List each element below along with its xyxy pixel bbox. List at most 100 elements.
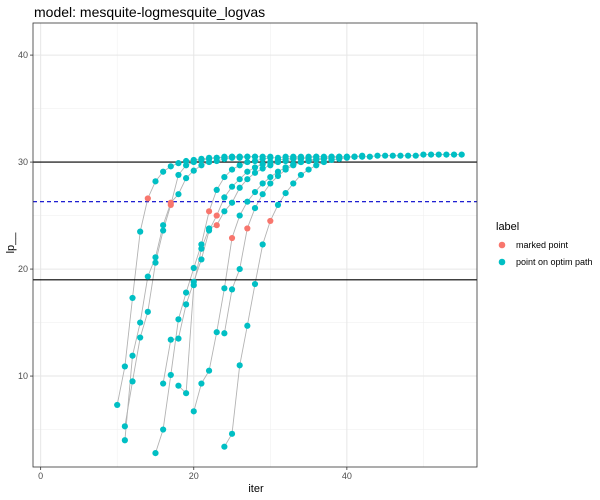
marked-point bbox=[267, 217, 274, 225]
x-tick-label: 0 bbox=[38, 471, 43, 481]
optim-path-point bbox=[374, 152, 381, 159]
y-tick-label: 10 bbox=[18, 371, 28, 381]
optim-path-point bbox=[175, 316, 182, 323]
optim-path-point bbox=[121, 363, 128, 370]
optim-path-point bbox=[405, 152, 412, 159]
optim-path-point bbox=[359, 152, 366, 159]
optim-path-point bbox=[274, 158, 282, 166]
optim-path-point bbox=[244, 322, 251, 329]
x-axis: 0 20 40 bbox=[38, 467, 352, 481]
optim-path-point bbox=[259, 241, 266, 248]
optim-path-point bbox=[175, 171, 182, 179]
optim-path-point bbox=[320, 154, 327, 161]
marked-point bbox=[167, 199, 174, 206]
optim-path-point bbox=[259, 191, 266, 198]
optim-path-point bbox=[244, 168, 251, 175]
optim-path-point bbox=[183, 390, 190, 397]
optim-path-point bbox=[259, 165, 266, 172]
optim-path-point bbox=[175, 160, 182, 167]
optim-path-point bbox=[167, 336, 174, 343]
optim-path-point bbox=[236, 184, 243, 191]
optim-path-point bbox=[420, 151, 427, 158]
data-points bbox=[114, 151, 465, 457]
optim-path-point bbox=[152, 178, 159, 185]
optim-path-point bbox=[183, 301, 190, 308]
optim-path-point bbox=[236, 212, 243, 219]
optim-path-point bbox=[137, 228, 144, 235]
optim-path-point bbox=[190, 167, 197, 174]
optim-path-point bbox=[274, 172, 282, 180]
optim-path-point bbox=[183, 175, 190, 182]
optim-path-point bbox=[160, 380, 167, 387]
optim-path-point bbox=[450, 151, 458, 158]
optim-path-point bbox=[175, 191, 182, 198]
optim-path-point bbox=[144, 308, 151, 315]
optim-path-point bbox=[328, 153, 335, 160]
optim-path-point bbox=[190, 408, 197, 415]
x-tick-label: 40 bbox=[342, 471, 352, 481]
optim-path-line bbox=[193, 156, 355, 412]
optim-path-point bbox=[251, 280, 259, 288]
optim-path-point bbox=[251, 164, 259, 171]
optim-path-point bbox=[183, 289, 190, 296]
optim-path-point bbox=[221, 285, 228, 292]
marked-point bbox=[213, 212, 220, 219]
plot-area bbox=[32, 22, 478, 468]
optim-path-point bbox=[137, 334, 144, 341]
optim-path-point bbox=[259, 161, 266, 168]
optim-path-point bbox=[267, 173, 274, 181]
optim-path-point bbox=[412, 152, 419, 159]
optim-path-point bbox=[274, 201, 282, 208]
optim-path-point bbox=[114, 401, 121, 409]
legend-label-marked-point: marked point bbox=[516, 240, 569, 250]
optim-path-point bbox=[160, 426, 167, 433]
optim-path-point bbox=[152, 259, 159, 266]
optim-path-point bbox=[236, 176, 243, 183]
optim-path-point bbox=[175, 335, 182, 342]
panel-border bbox=[32, 22, 478, 468]
optim-path-point bbox=[152, 449, 159, 457]
optim-path-point bbox=[251, 188, 259, 196]
optim-path-point bbox=[183, 162, 190, 169]
optim-path-point bbox=[190, 264, 197, 272]
optim-path-point bbox=[336, 153, 343, 160]
optim-path-point bbox=[443, 151, 450, 158]
optim-path-point bbox=[129, 352, 136, 359]
optim-path-point bbox=[351, 153, 358, 160]
optim-path-point bbox=[221, 330, 228, 337]
optim-path-point bbox=[190, 158, 197, 166]
y-axis-title: lp__ bbox=[5, 232, 17, 254]
optim-path-point bbox=[228, 183, 236, 190]
optim-path-point bbox=[236, 265, 243, 273]
optim-path-point bbox=[251, 153, 259, 160]
optim-path-point bbox=[160, 168, 167, 175]
optim-path-point bbox=[282, 157, 289, 165]
optim-path-point bbox=[213, 157, 220, 165]
optim-path-point bbox=[320, 158, 327, 166]
grid-minor bbox=[33, 23, 477, 467]
optim-path-point bbox=[129, 294, 136, 302]
optim-path-point bbox=[259, 180, 266, 187]
legend-title: label bbox=[496, 221, 519, 233]
optim-path-point bbox=[343, 153, 350, 160]
optim-path-point bbox=[175, 382, 182, 389]
optim-path-point bbox=[236, 162, 243, 169]
optim-path-point bbox=[305, 166, 312, 173]
optim-path-point bbox=[221, 208, 228, 215]
optim-path-point bbox=[267, 154, 274, 161]
optim-path-point bbox=[244, 153, 251, 160]
optim-path-point bbox=[198, 156, 205, 164]
optim-path-point bbox=[259, 155, 266, 162]
optim-path-point bbox=[389, 152, 396, 159]
optim-path-point bbox=[228, 286, 236, 293]
y-tick-label: 40 bbox=[18, 50, 28, 60]
optim-path-point bbox=[251, 157, 259, 165]
marked-point bbox=[213, 222, 220, 229]
marked-point bbox=[144, 195, 151, 202]
optim-path-point bbox=[205, 367, 213, 374]
optim-path-point bbox=[228, 199, 236, 206]
optim-path-point bbox=[160, 227, 167, 234]
optim-path-point bbox=[290, 155, 297, 162]
optim-path-point bbox=[382, 152, 389, 159]
x-axis-title: iter bbox=[248, 483, 264, 495]
